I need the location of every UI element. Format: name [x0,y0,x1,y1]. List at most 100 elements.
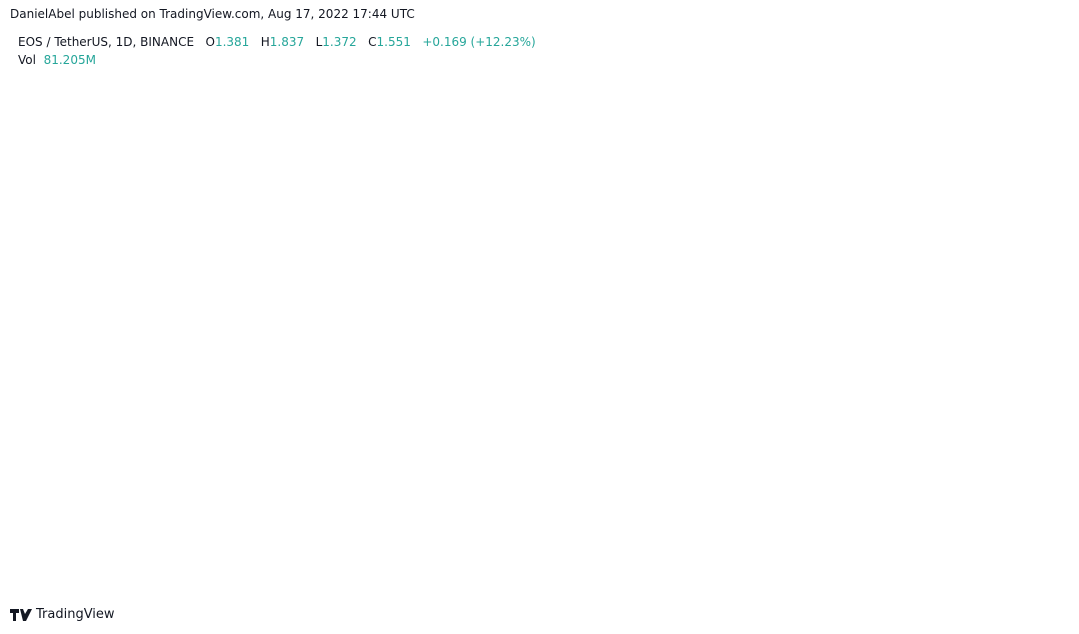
candle-body [289,287,294,290]
volume-bar [54,541,59,571]
symbol-name[interactable]: EOS / TetherUS, 1D, BINANCE [18,35,195,49]
volume-bar [559,538,565,571]
tradingview-logo[interactable]: TradingView [10,607,115,622]
volume-bar [854,552,860,571]
volume-bar [343,474,348,571]
volume-bar [505,549,511,571]
volume-bar [547,524,553,571]
candle-body [668,494,673,503]
candle-body [331,316,336,384]
candle-body [204,225,210,232]
candle-body [403,435,408,443]
volume-bar [782,536,788,571]
candle-body [752,482,757,496]
volume-bar [156,552,162,571]
candle-body [933,390,938,422]
volume-bar [902,554,908,571]
high-label: H [260,35,270,49]
candle-body [535,471,541,488]
candle-body [385,422,390,444]
candle-body [686,486,691,492]
symbol-legend: EOS / TetherUS, 1D, BINANCE O1.381 H1.83… [18,35,536,49]
volume-bar [192,533,198,571]
high-value: 1.837 [269,35,305,49]
volume-bar [42,496,47,571]
candles [12,81,938,526]
volume-bar [830,531,836,571]
candle-body [728,497,733,502]
volume-bar [222,506,228,571]
volume-bar [463,542,469,571]
volume-bar [577,548,583,571]
candle-body [234,224,240,234]
volume-badge-label: 81.205M [1006,429,1062,443]
volume-bar [403,552,408,571]
candle-body [680,491,685,498]
candle-body [577,497,583,514]
candle-body [84,142,89,149]
volume-bar [210,525,216,571]
volume-bar [625,552,631,571]
price-tick-label: 1.200 [1012,449,1044,462]
candle-body [836,431,842,446]
volume-bar [764,538,770,571]
candle-body [114,152,119,164]
volume-bars [11,431,938,571]
volume-bar [734,556,740,571]
candle-body [854,457,860,461]
candle-body [313,303,318,307]
candle-body [842,445,848,459]
low-label: L [315,35,323,49]
candle-body [48,205,53,217]
candle-body [487,438,493,444]
price-tick-label: 2.200 [1012,265,1044,278]
candle-body [493,438,499,443]
candle-body [463,420,468,423]
candle-body [866,444,872,451]
volume-bar [174,548,180,571]
volume-bar [78,442,83,571]
candle-body [650,505,655,510]
candle-body [301,265,306,299]
volume-bar [216,475,222,571]
volume-bar [180,548,186,571]
candle-body [734,496,739,498]
price-tick-label: 0.600 [1012,560,1044,573]
candle-body [716,503,721,509]
volume-bar [451,556,457,571]
candle-body [878,445,884,451]
candle-body [192,195,198,231]
price-tick-label: 3.400 [1012,43,1044,56]
volume-bar [324,547,330,571]
volume-bar [84,523,89,571]
volume-bar [619,553,625,571]
candle-body [246,237,252,244]
candle-body [451,437,456,445]
volume-bar [144,539,150,571]
candle-body [481,437,487,444]
price-tick-label: 1.800 [1012,338,1044,351]
volume-bar [878,553,884,571]
price-tick-label: 3.000 [1012,117,1044,130]
candle-body [168,262,174,279]
candle-body [722,501,727,509]
price-tick-label: 2.400 [1012,228,1044,241]
candle-body [198,195,204,232]
candle-body [469,422,475,444]
candle-body [662,502,667,504]
volume-bar [385,546,390,571]
volume-bar [264,540,270,571]
volume-bar [469,536,475,571]
time-tick-label: Jun [462,582,480,595]
time-tick-label: May [272,582,295,595]
volume-bar [168,547,174,571]
candle-body [788,455,794,463]
candle-body [710,492,715,504]
time-tick-label: Aug [827,582,848,595]
volume-bar [186,543,192,571]
price-tick-label: 2.000 [1012,301,1044,314]
volume-bar [306,530,312,571]
candle-body [903,431,908,436]
